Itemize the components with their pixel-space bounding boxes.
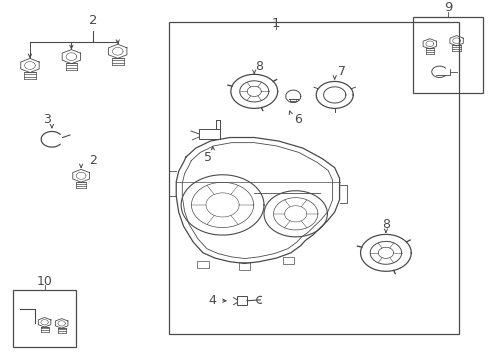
Text: 4: 4 xyxy=(208,294,216,307)
Text: 8: 8 xyxy=(255,60,263,73)
Bar xyxy=(282,257,294,264)
Bar xyxy=(197,261,208,268)
Text: 3: 3 xyxy=(43,113,51,126)
Text: 7: 7 xyxy=(337,66,346,78)
Text: 8: 8 xyxy=(381,218,389,231)
Bar xyxy=(168,22,458,334)
Bar xyxy=(238,262,250,270)
Text: 10: 10 xyxy=(37,275,52,288)
Bar xyxy=(237,296,246,305)
Bar xyxy=(13,290,76,347)
Text: 6: 6 xyxy=(294,113,302,126)
Bar xyxy=(412,17,483,93)
Bar xyxy=(199,129,219,139)
Text: 2: 2 xyxy=(89,14,98,27)
Text: 9: 9 xyxy=(443,1,451,14)
Text: 5: 5 xyxy=(203,150,211,163)
Text: 2: 2 xyxy=(89,154,97,167)
Text: 1: 1 xyxy=(271,17,280,31)
